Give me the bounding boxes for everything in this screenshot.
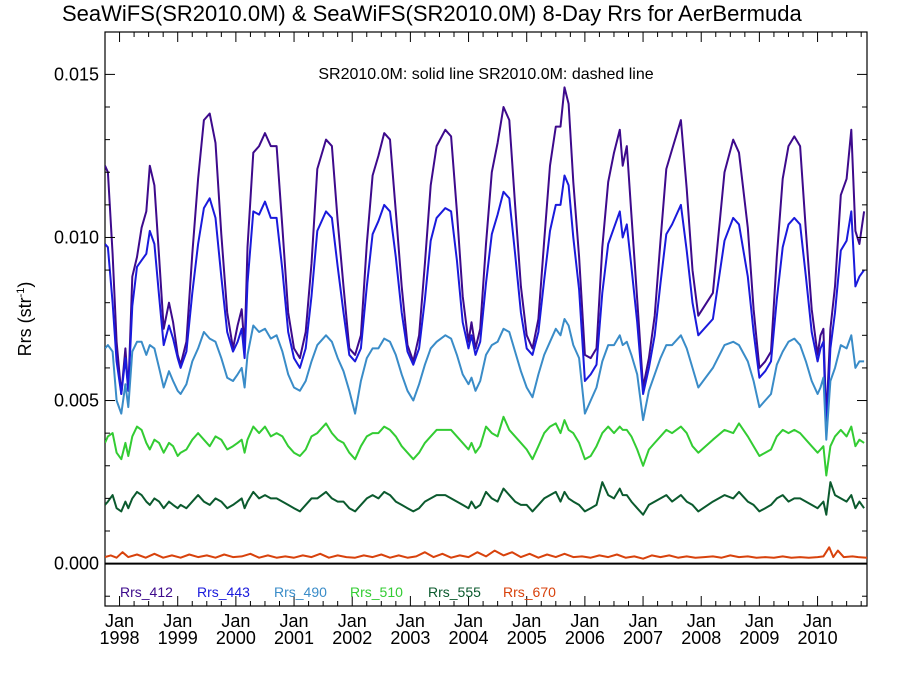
series-layer: [105, 86, 867, 560]
legend-item-rrs-443: Rrs_443: [197, 584, 250, 600]
legend-item-rrs-555: Rrs_555: [428, 584, 481, 600]
x-tick-label-month: Jan: [280, 611, 309, 631]
x-tick-label-year: 1998: [100, 628, 140, 648]
legend-item-rrs-670: Rrs_670: [503, 584, 556, 600]
x-tick-label-year: 2000: [216, 628, 256, 648]
series-line-rrs-670: [105, 546, 867, 560]
x-tick-label-month: Jan: [105, 611, 134, 631]
x-tick-label-year: 2001: [274, 628, 314, 648]
legend: Rrs_412 Rrs_443 Rrs_490 Rrs_510 Rrs_555 Rrs_6…: [120, 584, 556, 600]
x-tick-label-month: Jan: [745, 611, 774, 631]
x-tick-label-month: Jan: [803, 611, 832, 631]
x-tick-label-month: Jan: [163, 611, 192, 631]
x-axis: Jan1998Jan1999Jan2000Jan2001Jan2002Jan20…: [100, 32, 862, 648]
legend-item-rrs-412: Rrs_412: [120, 584, 173, 600]
y-tick-label: 0.015: [54, 64, 99, 84]
x-tick-label-month: Jan: [629, 611, 658, 631]
chart-title: SeaWiFS(SR2010.0M) & SeaWiFS(SR2010.0M) …: [62, 1, 802, 26]
x-tick-label-year: 2002: [332, 628, 372, 648]
series-line-rrs-490: [105, 318, 865, 441]
x-tick-label-year: 2010: [798, 628, 838, 648]
x-tick-label-month: Jan: [338, 611, 367, 631]
x-tick-label-year: 1999: [158, 628, 198, 648]
y-axis: 0.000 0.005 0.010 0.015: [54, 64, 867, 597]
legend-item-rrs-510: Rrs_510: [350, 584, 403, 600]
x-tick-label-month: Jan: [570, 611, 599, 631]
x-tick-label-month: Jan: [687, 611, 716, 631]
x-tick-label-year: 2007: [623, 628, 663, 648]
plot-frame: [104, 31, 868, 607]
y-tick-label: 0.000: [54, 554, 99, 574]
y-tick-label: 0.005: [54, 391, 99, 411]
series-line-rrs-555: [105, 481, 865, 516]
series-line-rrs-443: [105, 174, 865, 435]
x-tick-label-year: 2009: [739, 628, 779, 648]
x-tick-label-year: 2006: [565, 628, 605, 648]
x-tick-label-month: Jan: [221, 611, 250, 631]
y-tick-label: 0.010: [54, 227, 99, 247]
x-tick-label-year: 2003: [390, 628, 430, 648]
series-line-rrs-510: [105, 415, 865, 477]
x-tick-label-year: 2005: [507, 628, 547, 648]
x-tick-label-year: 2008: [681, 628, 721, 648]
y-axis-label: Rrs (str-1): [15, 282, 35, 357]
line-style-annotation: SR2010.0M: solid line SR2010.0M: dashed …: [318, 66, 653, 83]
x-tick-label-month: Jan: [454, 611, 483, 631]
x-tick-label-year: 2004: [449, 628, 489, 648]
legend-item-rrs-490: Rrs_490: [274, 584, 327, 600]
series-line-rrs-412: [105, 86, 866, 422]
x-tick-label-month: Jan: [396, 611, 425, 631]
x-tick-label-month: Jan: [512, 611, 541, 631]
